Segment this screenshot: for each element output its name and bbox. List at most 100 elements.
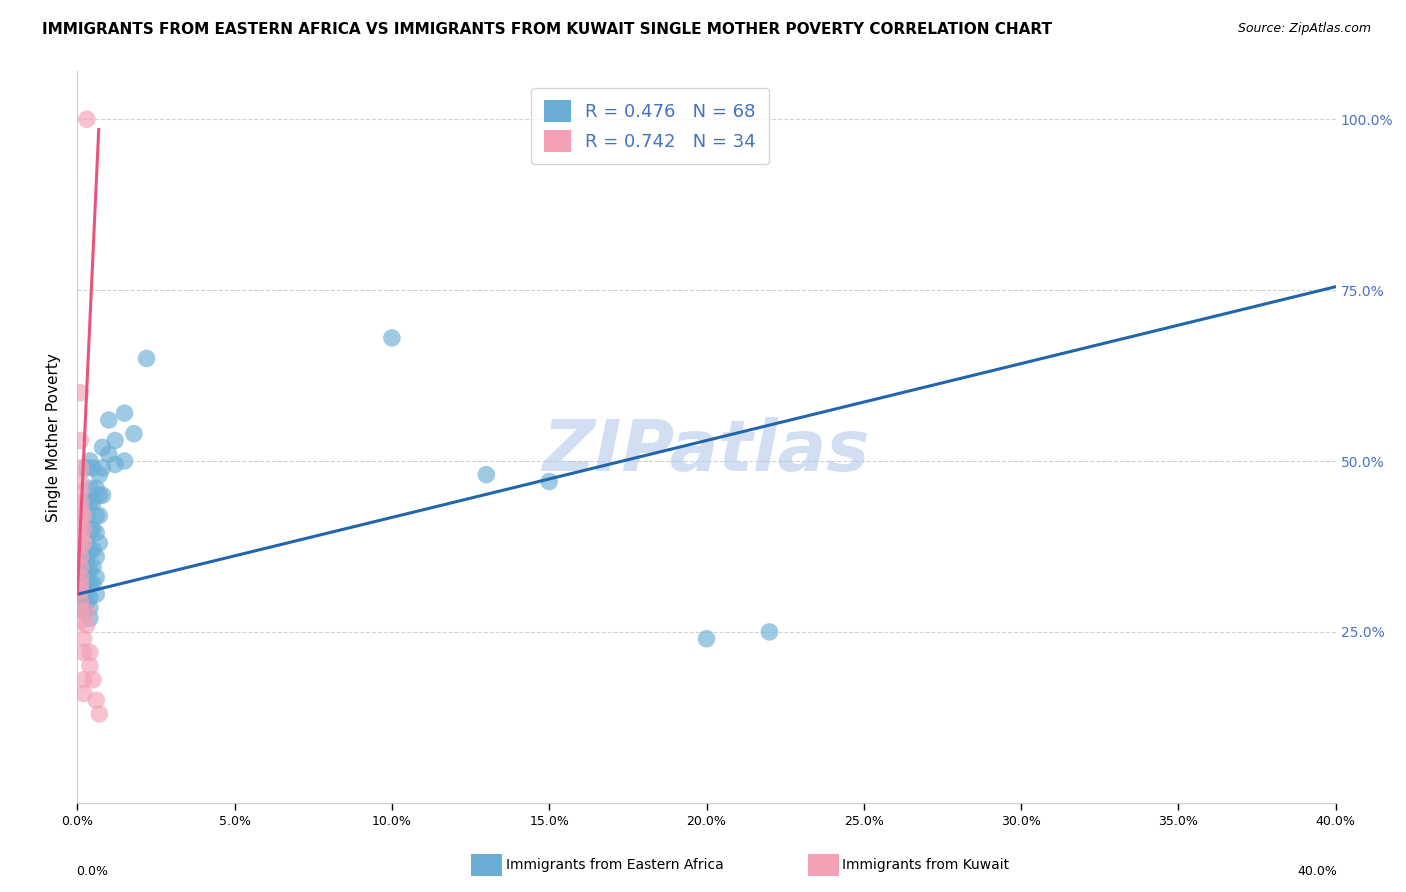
Text: Immigrants from Kuwait: Immigrants from Kuwait [842,858,1010,872]
Point [82,495,104,509]
Point [76,566,98,581]
Point [79,495,101,509]
Point [79,601,101,615]
Point [72,598,94,612]
Point [69,549,91,564]
Text: IMMIGRANTS FROM EASTERN AFRICA VS IMMIGRANTS FROM KUWAIT SINGLE MOTHER POVERTY C: IMMIGRANTS FROM EASTERN AFRICA VS IMMIGR… [42,22,1052,37]
Point [79,659,101,673]
Point [69,385,91,400]
Point [84,570,107,584]
Point [82,577,104,591]
Point [84,693,107,707]
Point [76,536,98,550]
Point [97,413,120,427]
Point [76,583,98,598]
Point [72,577,94,591]
Point [79,454,101,468]
Point [69,570,91,584]
Point [114,454,136,468]
Point [69,560,91,574]
Point [114,406,136,420]
Point [76,112,98,127]
Point [69,540,91,554]
Text: Source: ZipAtlas.com: Source: ZipAtlas.com [1237,22,1371,36]
Point [135,351,157,366]
Point [79,591,101,605]
Point [76,577,98,591]
Point [69,601,91,615]
Point [89,536,111,550]
Point [69,604,91,618]
Point [69,501,91,516]
Point [69,577,91,591]
Point [84,481,107,495]
Point [72,645,94,659]
Point [76,549,98,564]
Point [79,611,101,625]
Point [76,604,98,618]
Point [82,560,104,574]
Point [538,475,561,489]
Point [72,686,94,700]
Point [758,624,780,639]
Point [381,331,404,345]
Point [79,542,101,557]
Point [82,460,104,475]
Point [76,618,98,632]
Point [76,594,98,608]
Point [475,467,498,482]
Point [76,557,98,571]
Point [69,587,91,601]
Point [69,553,91,567]
Point [69,475,91,489]
Point [69,508,91,523]
Point [72,673,94,687]
Text: ZIPatlas: ZIPatlas [543,417,870,486]
Point [72,522,94,536]
Point [72,591,94,605]
Point [79,481,101,495]
Text: 40.0%: 40.0% [1298,865,1337,878]
Point [79,577,101,591]
Point [89,706,111,721]
Point [104,434,127,448]
Point [122,426,145,441]
Point [69,460,91,475]
Point [72,549,94,564]
Text: 0.0%: 0.0% [76,865,108,878]
Point [69,495,91,509]
Point [69,615,91,629]
Point [84,525,107,540]
Point [82,542,104,557]
Point [79,522,101,536]
Point [69,484,91,499]
Point [84,549,107,564]
Point [69,577,91,591]
Point [69,529,91,543]
Point [91,460,114,475]
Point [69,434,91,448]
Point [76,508,98,523]
Point [72,508,94,523]
Y-axis label: Single Mother Poverty: Single Mother Poverty [46,352,62,522]
Point [89,508,111,523]
Point [72,604,94,618]
Legend: R = 0.476   N = 68, R = 0.742   N = 34: R = 0.476 N = 68, R = 0.742 N = 34 [531,87,769,164]
Point [72,583,94,598]
Point [76,495,98,509]
Point [84,508,107,523]
Point [69,583,91,598]
Point [72,560,94,574]
Point [104,458,127,472]
Point [89,467,111,482]
Text: Immigrants from Eastern Africa: Immigrants from Eastern Africa [506,858,724,872]
Point [69,594,91,608]
Point [82,673,104,687]
Point [84,587,107,601]
Point [72,632,94,646]
Point [69,598,91,612]
Point [69,583,91,598]
Point [91,488,114,502]
Point [79,645,101,659]
Point [76,460,98,475]
